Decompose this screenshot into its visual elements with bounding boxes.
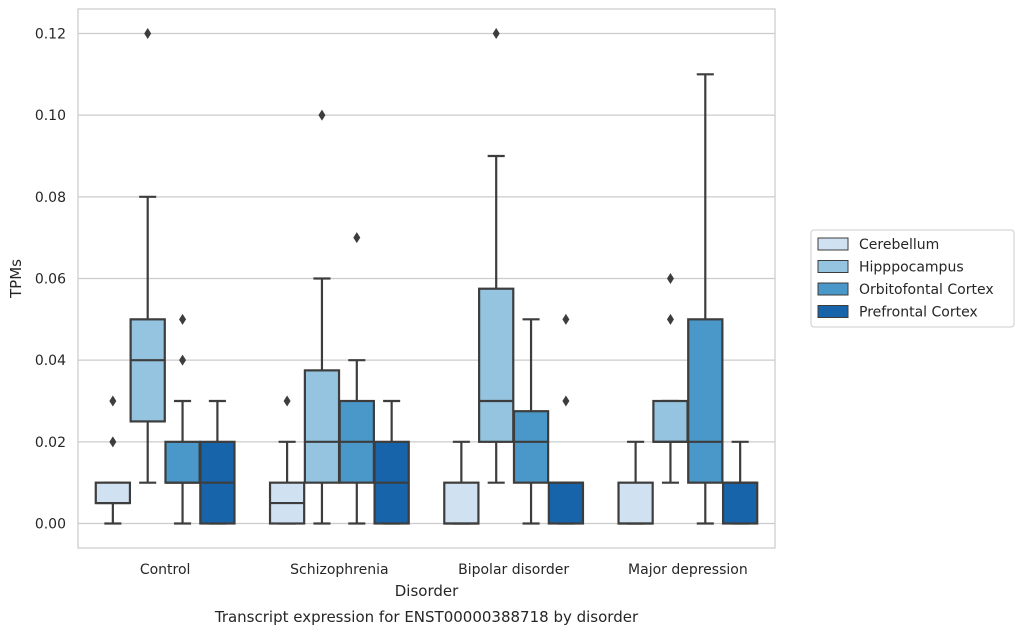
outlier-point [179,313,187,325]
y-axis-title: TPMs [7,259,25,299]
box-body [721,481,759,525]
box-body [303,369,341,484]
box-hipppocampus [652,273,689,484]
box-prefrontal-cortex [547,313,585,525]
outlier-point [353,232,361,244]
box-cerebellum [443,440,480,525]
x-tick-label: Schizophrenia [290,562,388,578]
box-body [687,318,724,484]
box-hipppocampus [129,28,166,484]
box-hipppocampus [303,109,341,525]
outlier-point [492,28,500,39]
box-body [652,399,689,443]
axes-frame [77,8,776,549]
box-body [512,410,550,484]
outlier-point [666,313,674,325]
y-tick-label: 0.08 [35,190,66,206]
box-body [547,481,585,525]
box-body [164,440,201,484]
x-axis-title: Disorder [395,582,459,600]
outlier-point [109,436,117,448]
box-body [617,481,654,525]
outlier-point [144,28,152,39]
legend-frame [810,229,1015,328]
legend-swatch [817,237,849,251]
y-tick-label: 0.04 [35,353,66,369]
chart-caption: Transcript expression for ENST0000038871… [214,608,639,626]
box-prefrontal-cortex [373,399,410,525]
outlier-point [318,109,326,121]
x-tick-label: Bipolar disorder [458,562,569,578]
box-cerebellum [94,395,132,525]
box-hipppocampus [478,28,515,484]
box-cerebellum [617,440,654,525]
y-axis-ticks: 0.00 0.02 0.04 0.06 0.08 0.10 0.12 [35,27,66,533]
y-tick-label: 0.02 [35,435,66,451]
outlier-point [109,395,117,407]
x-tick-label: Major depression [628,562,748,578]
box-prefrontal-cortex [721,440,759,525]
plot-area [94,28,759,525]
legend-swatch [817,305,849,318]
x-tick-label: Control [140,562,191,578]
box-orbitofontal-cortex [512,318,550,525]
legend: Cerebellum Hipppocampus Orbitofontal Corte… [810,229,1015,328]
legend-label: Hipppocampus [859,260,964,276]
outlier-point [562,395,570,407]
y-tick-label: 0.00 [35,517,66,533]
box-orbitofontal-cortex [687,73,724,525]
outlier-point [179,354,187,366]
box-cerebellum [268,395,306,525]
y-tick-label: 0.06 [35,272,66,288]
legend-swatch [817,282,849,296]
legend-label: Cerebellum [859,237,939,253]
box-body [94,481,132,505]
legend-swatch [817,260,849,273]
y-tick-label: 0.10 [35,108,66,124]
y-tick-label: 0.12 [35,27,66,43]
box-body [478,287,515,443]
box-body [129,318,166,423]
box-body [443,481,480,525]
box-orbitofontal-cortex [338,232,375,525]
box-orbitofontal-cortex [164,313,201,525]
legend-label: Prefrontal Cortex [859,305,978,321]
outlier-point [283,395,291,407]
legend-label: Orbitofontal Cortex [859,282,994,298]
outlier-point [562,313,570,325]
box-prefrontal-cortex [199,399,236,525]
x-axis-ticks: Control Schizophrenia Bipolar disorder Majo… [140,562,748,578]
outlier-point [666,273,674,284]
